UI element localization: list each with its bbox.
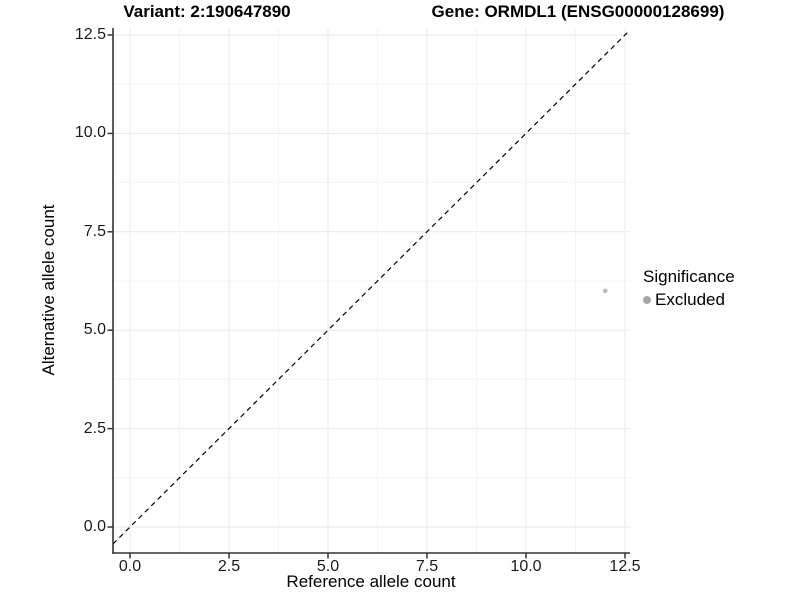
legend-item-label: Excluded [655,290,725,309]
legend-key-dot-icon [643,296,651,304]
y-tick-label: 2.5 [83,419,106,437]
y-tick-label: 10.0 [74,124,106,142]
x-tick-label: 10.0 [510,558,542,575]
x-axis-title: Reference allele count [286,572,456,591]
plot-title-gene: Gene: ORMDL1 (ENSG00000128699) [431,2,725,21]
y-axis-title: Alternative allele count [39,204,58,376]
x-tick-label: 5.0 [316,558,340,575]
data-point [602,288,608,294]
legend-item: Excluded [643,290,735,310]
x-tick-label: 0.0 [118,558,142,575]
y-tick-label: 5.0 [83,321,106,339]
x-tick-label: 2.5 [217,558,241,575]
x-tick-label: 12.5 [609,558,641,575]
plot-title-variant: Variant: 2:190647890 [123,2,291,21]
identity-dashed-line [112,29,631,545]
y-tick-label: 7.5 [83,222,106,240]
legend-items: Excluded [643,290,735,310]
legend: Significance Excluded [643,267,735,310]
y-tick-label: 12.5 [74,26,106,43]
y-tick-label: 0.0 [83,518,106,535]
x-tick-label: 7.5 [415,558,439,575]
legend-title: Significance [643,267,735,286]
